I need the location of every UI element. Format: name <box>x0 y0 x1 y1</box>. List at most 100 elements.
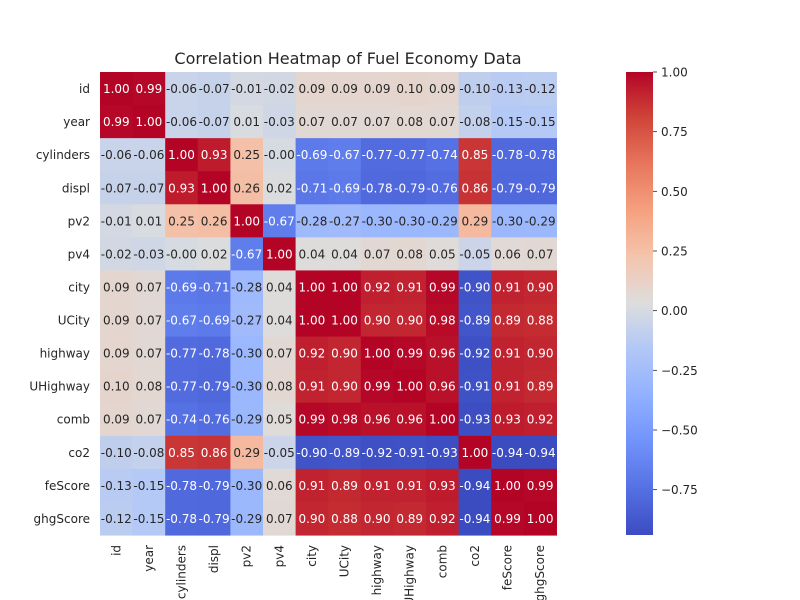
heatmap-cell <box>132 402 166 437</box>
heatmap-cell-value-label: -0.01 <box>231 82 262 96</box>
heatmap-cell-value-label: -0.94 <box>459 479 490 493</box>
heatmap-cell-value-label: -0.78 <box>166 479 197 493</box>
heatmap-cell-value-label: 0.99 <box>494 512 521 526</box>
heatmap-cell <box>295 336 329 371</box>
heatmap-cell-value-label: 0.93 <box>494 413 521 427</box>
heatmap-cell <box>197 501 231 536</box>
y-axis-tick-label: highway <box>40 347 90 361</box>
heatmap-cell-value-label: -0.93 <box>427 446 458 460</box>
heatmap-cell-value-label: 1.00 <box>396 380 423 394</box>
heatmap-cell <box>230 105 264 139</box>
heatmap-cell-value-label: -0.93 <box>459 413 490 427</box>
heatmap-cell <box>263 237 297 272</box>
heatmap-cell-value-label: -0.06 <box>133 148 164 162</box>
heatmap-cell-value-label: -0.69 <box>329 181 360 195</box>
heatmap-cell-value-label: -0.12 <box>101 512 132 526</box>
heatmap-cell-value-label: 0.90 <box>527 347 554 361</box>
heatmap-cell <box>165 468 199 503</box>
heatmap-cell <box>360 237 394 272</box>
x-axis-tick-label: cylinders <box>175 545 189 599</box>
heatmap-cell <box>360 270 394 305</box>
heatmap-cell-value-label: 0.89 <box>396 512 423 526</box>
heatmap-cell-value-label: 0.90 <box>527 280 554 294</box>
heatmap-cell-value-label: -0.15 <box>525 115 556 129</box>
heatmap-cell <box>458 138 492 172</box>
heatmap-cell-value-label: -0.15 <box>492 115 523 129</box>
heatmap-cell <box>100 435 134 470</box>
heatmap-cell <box>328 369 362 404</box>
heatmap-cell <box>100 105 134 139</box>
heatmap-cell <box>360 171 394 205</box>
heatmap-cell <box>230 270 264 305</box>
heatmap-cell <box>230 171 264 205</box>
heatmap-cell <box>197 105 231 139</box>
heatmap-cell <box>132 435 166 470</box>
heatmap-cell-value-label: -0.78 <box>492 148 523 162</box>
heatmap-cell <box>426 270 460 305</box>
heatmap-cell <box>491 501 525 536</box>
heatmap-cell-value-label: -0.90 <box>459 280 490 294</box>
heatmap-cell-value-label: 1.00 <box>429 413 456 427</box>
heatmap-cell-value-label: 0.04 <box>331 247 358 261</box>
heatmap-cell <box>458 402 492 437</box>
heatmap-cell-value-label: -0.89 <box>329 446 360 460</box>
heatmap-cell <box>100 72 134 106</box>
heatmap-cell <box>263 171 297 205</box>
colorbar-tick-label: 0.50 <box>661 185 688 199</box>
heatmap-cell-value-label: -0.06 <box>166 82 197 96</box>
colorbar-tick-label: 1.00 <box>661 66 688 80</box>
x-axis-tick-label: UCity <box>338 545 352 577</box>
heatmap-cell-value-label: -0.30 <box>394 214 425 228</box>
heatmap-cell <box>360 303 394 338</box>
heatmap-cell <box>197 171 231 205</box>
heatmap-cell <box>393 468 427 503</box>
heatmap-cell-value-label: 1.00 <box>494 479 521 493</box>
x-axis-tick-label: ghgScore <box>533 545 547 600</box>
heatmap-cell <box>328 72 362 106</box>
heatmap-cell <box>230 72 264 106</box>
heatmap-cell <box>132 237 166 272</box>
heatmap-cell <box>426 369 460 404</box>
heatmap-cell-value-label: 0.90 <box>299 512 326 526</box>
heatmap-cell-value-label: 0.07 <box>527 247 554 261</box>
heatmap-cell-value-label: 0.25 <box>168 214 195 228</box>
heatmap-cell <box>230 237 264 272</box>
heatmap-cell-value-label: 0.92 <box>299 347 326 361</box>
heatmap-cell <box>230 501 264 536</box>
heatmap-cell-value-label: 0.26 <box>233 181 260 195</box>
heatmap-cell-value-label: 0.89 <box>494 314 521 328</box>
heatmap-cell-value-label: -0.78 <box>166 512 197 526</box>
x-axis-tick-label: co2 <box>468 545 482 567</box>
heatmap-cell-value-label: 0.88 <box>331 512 358 526</box>
heatmap-cell-value-label: -0.94 <box>492 446 523 460</box>
heatmap-cell <box>393 105 427 139</box>
heatmap-cell-value-label: -0.71 <box>199 280 230 294</box>
heatmap-cell-value-label: 0.02 <box>266 181 293 195</box>
heatmap-cell <box>197 138 231 172</box>
heatmap-cell <box>328 501 362 536</box>
heatmap-cell <box>100 171 134 205</box>
colorbar: 1.00 0.75 0.50 0.25 0.00 −0.25 −0.50 −0.75 <box>626 66 698 535</box>
heatmap-cell-value-label: 0.90 <box>364 314 391 328</box>
heatmap-cell-value-label: 0.88 <box>527 314 554 328</box>
heatmap-cell <box>360 501 394 536</box>
heatmap-cell-value-label: -0.00 <box>166 247 197 261</box>
heatmap-cell <box>393 204 427 238</box>
heatmap-cell <box>295 105 329 139</box>
heatmap-cell <box>458 336 492 371</box>
heatmap-cell <box>491 402 525 437</box>
y-axis-tick-label: comb <box>57 413 90 427</box>
heatmap-cell <box>393 171 427 205</box>
heatmap-cell <box>523 435 557 470</box>
heatmap-cell <box>426 402 460 437</box>
heatmap-cell-value-label: -0.79 <box>199 479 230 493</box>
heatmap-cell <box>328 402 362 437</box>
heatmap-cell-value-label: 0.07 <box>364 247 391 261</box>
heatmap-cell-value-label: -0.79 <box>199 512 230 526</box>
heatmap-cell <box>426 204 460 238</box>
heatmap-cell <box>458 270 492 305</box>
heatmap-cell <box>230 204 264 238</box>
heatmap-cell-value-label: -0.30 <box>231 347 262 361</box>
heatmap-cell <box>426 336 460 371</box>
heatmap-cell <box>100 270 134 305</box>
